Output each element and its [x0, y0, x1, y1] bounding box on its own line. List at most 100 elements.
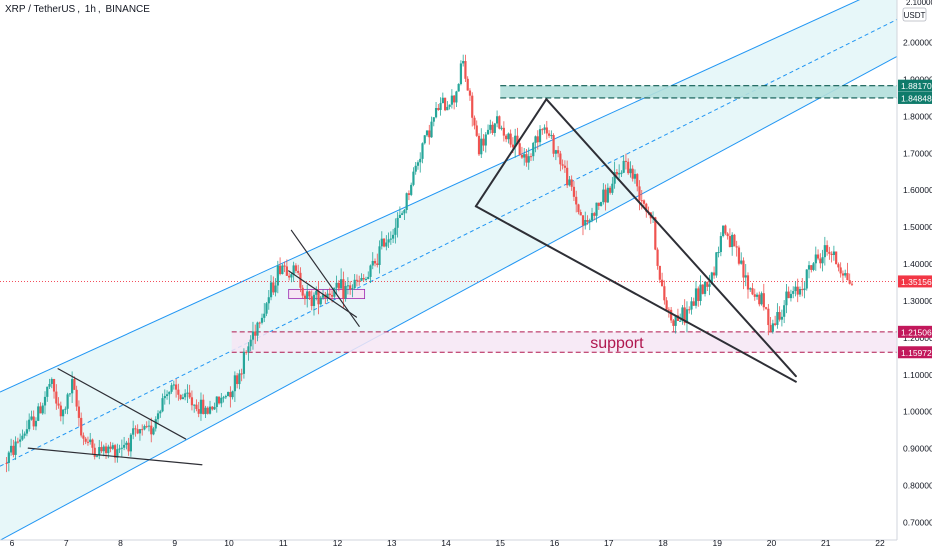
candle-up [527, 156, 530, 163]
candle-down [197, 409, 200, 414]
candle-up [771, 323, 774, 332]
candle-up [28, 419, 31, 430]
candle-down [636, 174, 639, 187]
candle-down [518, 143, 521, 155]
candle-down [563, 165, 566, 168]
candle-up [68, 393, 71, 395]
candle-up [740, 260, 743, 264]
candle-up [703, 281, 707, 294]
candle-up [30, 416, 33, 420]
candle-down [579, 212, 582, 216]
symbol-label: XRP / TetherUS [5, 4, 76, 15]
candle-up [61, 409, 65, 417]
candle-down [443, 97, 447, 111]
candle-up [394, 227, 397, 235]
candle-up [41, 405, 44, 414]
candle-up [532, 142, 535, 157]
candle-down [294, 265, 298, 271]
price-tick-label: 1.00000 [903, 407, 932, 417]
candle-up [46, 386, 49, 397]
candle-down [272, 282, 275, 293]
candle-down [288, 275, 291, 278]
candle-up [405, 193, 408, 210]
candle-down [134, 428, 137, 430]
candle-up [208, 406, 212, 414]
candle-up [832, 251, 835, 256]
candle-down [179, 394, 182, 400]
candle-down [848, 280, 851, 284]
candle-up [256, 322, 259, 336]
candle-up [165, 394, 169, 397]
candle-up [538, 129, 542, 143]
candle-down [654, 217, 657, 250]
candle-down [638, 186, 641, 201]
candle-up [98, 447, 101, 456]
candle-up [95, 455, 99, 457]
support-top-badge [898, 325, 932, 338]
candle-down [505, 135, 508, 140]
candle-down [670, 309, 673, 321]
price-axis: 0.70000 0.80000 0.90000 1.00000 1.10000 1.200… [896, 0, 932, 550]
candle-up [321, 294, 325, 298]
candle-down [206, 407, 209, 414]
candle-up [306, 291, 309, 299]
candle-down [141, 429, 144, 431]
candle-up [71, 379, 74, 394]
candle-down [724, 225, 727, 234]
candle-up [385, 242, 388, 247]
candle-up [346, 285, 349, 287]
candle-up [455, 91, 458, 103]
time-tick-label: 6 [10, 538, 15, 548]
price-tick-label: 2.00000 [903, 38, 932, 48]
candle-up [484, 134, 487, 146]
candle-up [392, 234, 395, 239]
candle-up [410, 184, 413, 195]
candle-up [123, 444, 126, 448]
candle-up [353, 279, 356, 289]
candle-up [489, 124, 492, 130]
resistance-top-badge [898, 79, 932, 92]
candle-up [37, 406, 40, 421]
candle-up [335, 282, 338, 288]
support-bottom-badge [898, 346, 932, 359]
candle-down [229, 392, 232, 398]
candle-down [665, 300, 668, 310]
candle-up [618, 172, 621, 175]
time-tick-label: 20 [767, 538, 777, 548]
candle-down [91, 439, 94, 448]
candle-up [412, 171, 415, 185]
candle-up [681, 307, 684, 321]
candle-down [330, 294, 334, 297]
candle-up [242, 351, 246, 374]
candle-up [129, 434, 132, 452]
candle-down [767, 308, 770, 326]
price-tick-label-clipped: 2.10000 [906, 0, 932, 7]
candle-down [627, 161, 630, 174]
time-tick-label: 14 [441, 538, 451, 548]
price-tick-label: 0.80000 [903, 481, 932, 491]
candle-up [161, 398, 164, 412]
candle-up [260, 317, 264, 323]
price-tick-label: 1.60000 [903, 185, 932, 195]
last-price-badge [898, 275, 932, 288]
candle-up [231, 391, 234, 398]
candle-up [170, 385, 173, 392]
support-bottom-label: 1.15972 [901, 348, 932, 358]
candle-up [507, 133, 510, 140]
resistance-bottom-badge [898, 91, 932, 104]
candle-down [437, 108, 440, 110]
candle-up [380, 238, 383, 247]
currency-badge [902, 7, 927, 22]
candle-up [389, 238, 392, 240]
candle-down [631, 168, 634, 179]
price-tick-label: 1.40000 [903, 259, 932, 269]
candle-up [25, 429, 29, 434]
candle-up [312, 294, 316, 307]
candle-down [150, 425, 153, 435]
candle-up [749, 288, 752, 290]
candle-up [163, 396, 166, 399]
candle-down [80, 417, 83, 436]
candle-up [620, 172, 623, 174]
candle-down [566, 167, 569, 186]
